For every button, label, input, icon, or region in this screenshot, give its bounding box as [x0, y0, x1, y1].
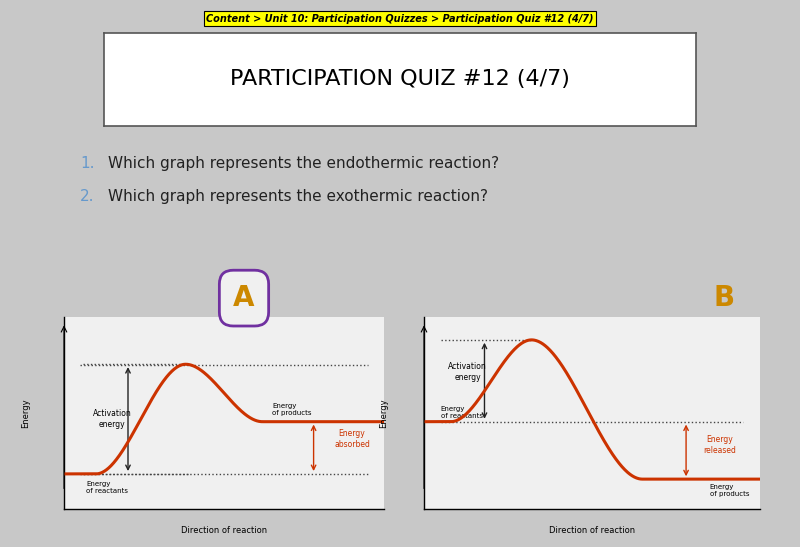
Text: PARTICIPATION QUIZ #12 (4/7): PARTICIPATION QUIZ #12 (4/7) — [230, 69, 570, 89]
Text: 2.: 2. — [80, 189, 94, 203]
Text: Energy
released: Energy released — [703, 435, 736, 455]
Text: Energy: Energy — [379, 398, 388, 428]
Text: Energy
of products: Energy of products — [272, 404, 311, 416]
Text: Direction of reaction: Direction of reaction — [549, 526, 635, 535]
Text: A: A — [234, 284, 254, 312]
Text: Which graph represents the exothermic reaction?: Which graph represents the exothermic re… — [108, 189, 488, 203]
Text: Which graph represents the endothermic reaction?: Which graph represents the endothermic r… — [108, 156, 499, 171]
Text: Energy: Energy — [21, 398, 30, 428]
Text: Energy
of reactants: Energy of reactants — [86, 481, 128, 494]
Text: Energy
absorbed: Energy absorbed — [334, 429, 370, 449]
Text: Content > Unit 10: Participation Quizzes > Participation Quiz #12 (4/7): Content > Unit 10: Participation Quizzes… — [206, 14, 594, 24]
Text: Activation
energy: Activation energy — [448, 362, 487, 382]
Text: 1.: 1. — [80, 156, 94, 171]
Text: Activation
energy: Activation energy — [93, 409, 131, 429]
Text: Energy
of reactants: Energy of reactants — [441, 406, 483, 419]
Text: Direction of reaction: Direction of reaction — [181, 526, 267, 535]
Text: Energy
of products: Energy of products — [710, 484, 749, 497]
Text: B: B — [714, 284, 734, 312]
